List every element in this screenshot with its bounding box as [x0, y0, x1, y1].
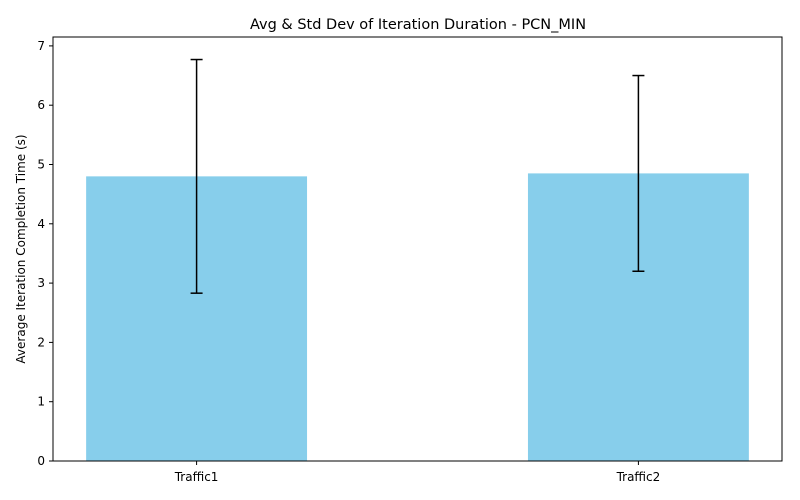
y-tick-label: 3 — [37, 276, 45, 290]
axes-frame — [52, 36, 783, 462]
y-tick-label: 6 — [37, 98, 45, 112]
y-tick-label: 1 — [37, 395, 45, 409]
x-tick-label-traffic1: Traffic1 — [174, 470, 219, 484]
y-axis-label: Average Iteration Completion Time (s) — [14, 134, 28, 363]
y-tick-label: 7 — [37, 39, 45, 53]
y-tick-label: 5 — [37, 157, 45, 171]
plot-area: 0 1 2 3 4 5 6 7 Traffic1 Traffic2 — [37, 36, 783, 484]
y-tick-label: 0 — [37, 454, 45, 468]
y-tick-label: 4 — [37, 217, 45, 231]
y-tick-label: 2 — [37, 335, 45, 349]
chart-title: Avg & Std Dev of Iteration Duration - PC… — [250, 17, 586, 33]
x-tick-label-traffic2: Traffic2 — [616, 470, 661, 484]
